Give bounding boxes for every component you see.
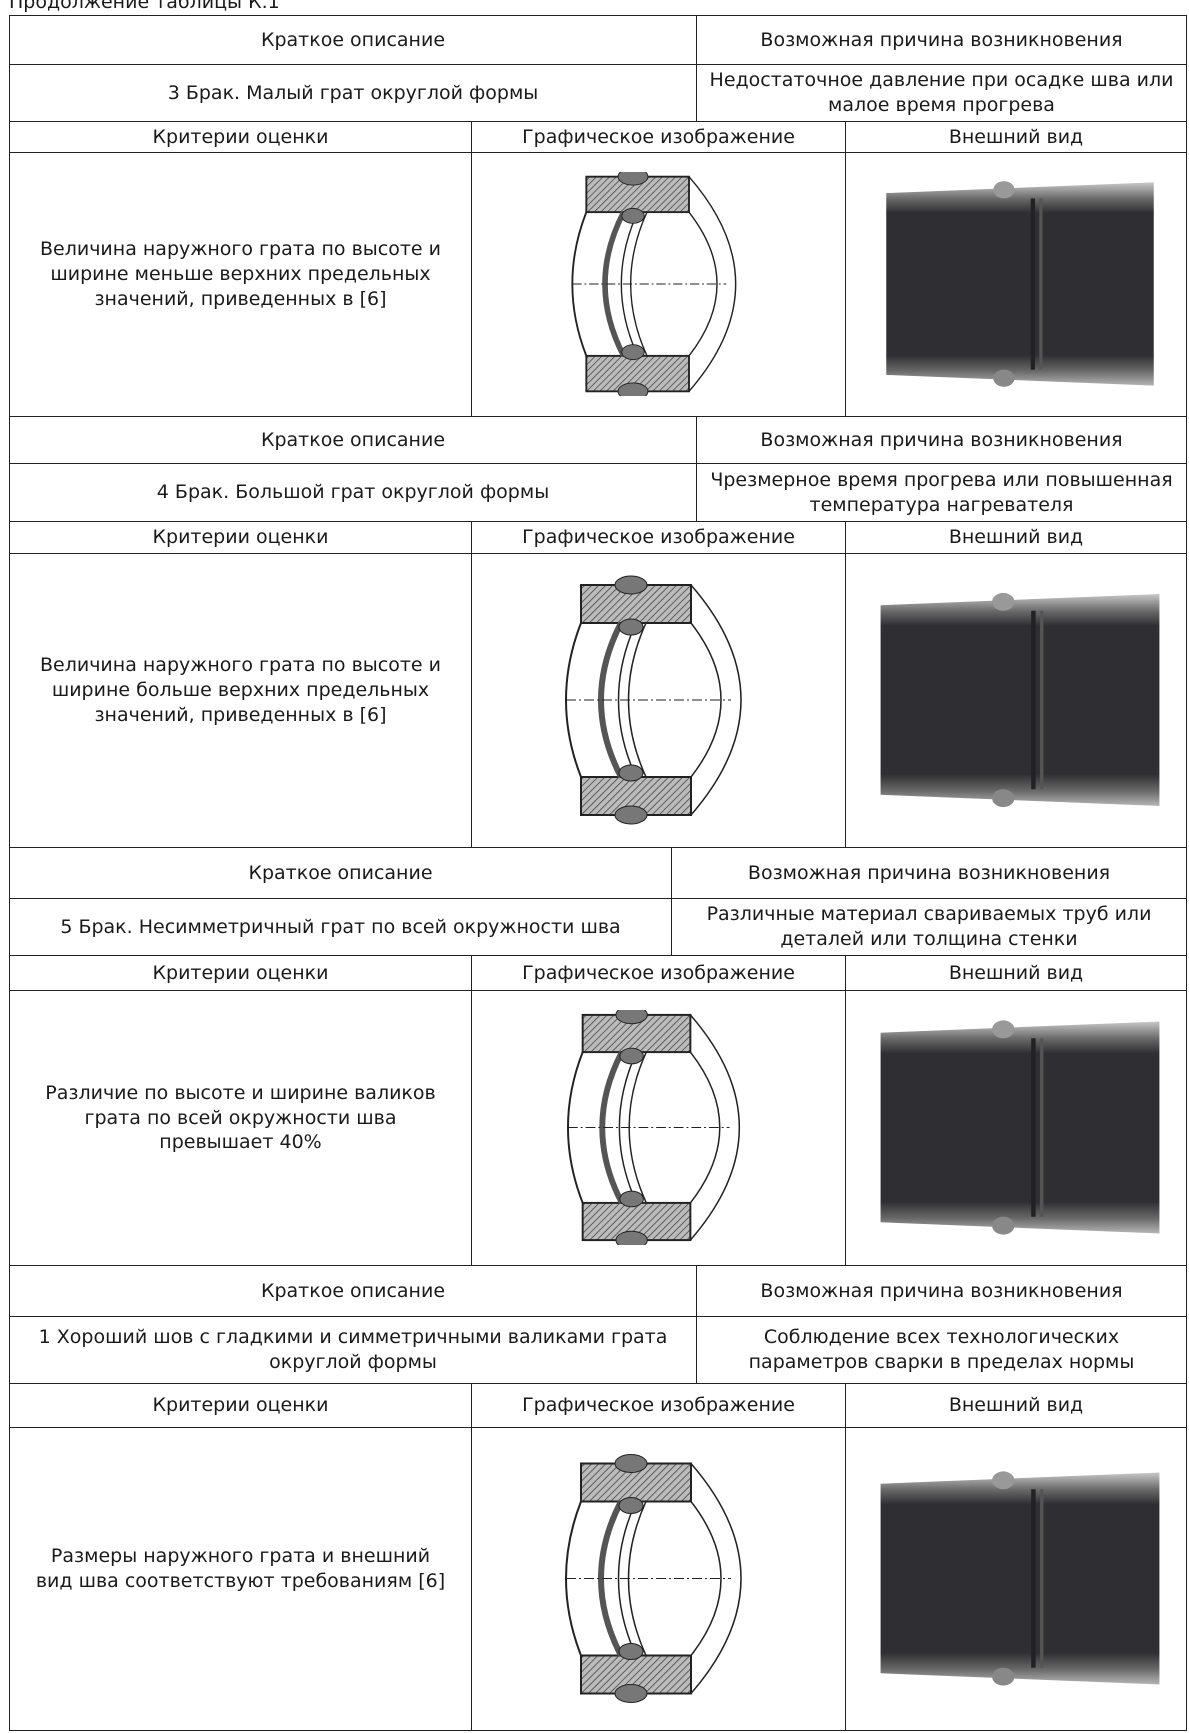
appearance-header: Внешний вид [845, 955, 1187, 991]
criteria-header-text: Критерии оценки [152, 961, 329, 984]
appearance-header: Внешний вид [845, 1383, 1187, 1428]
description-text: 4 Брак. Большой грат округлой формы [156, 481, 550, 504]
cause: Недостаточное давление при осадке шва ил… [696, 64, 1187, 122]
criteria-text: Различие по высоте и ширине валиков грат… [45, 1081, 436, 1154]
cause-header-text: Возможная причина возникновения [747, 861, 1111, 884]
criteria-text: Размеры наружного грата и внешний вид шв… [35, 1545, 446, 1592]
appearance-header-text: Внешний вид [948, 1394, 1084, 1417]
weld-photo [880, 1020, 1160, 1235]
description-text: 5 Брак. Несимметричный грат по всей окру… [60, 915, 621, 938]
short-description-header: Краткое описание [9, 1265, 697, 1317]
appearance-header-text: Внешний вид [948, 526, 1084, 549]
weld-photo [880, 592, 1160, 808]
weld-drawing [561, 573, 761, 827]
cause: Чрезмерное время прогрева или повышенная… [696, 463, 1187, 522]
criteria: Размеры наружного грата и внешний вид шв… [9, 1427, 472, 1731]
cause-header: Возможная причина возникновения [671, 847, 1187, 899]
description-text: 3 Брак. Малый грат округлой формы [167, 81, 539, 104]
criteria-header-text: Критерии оценки [152, 125, 329, 148]
appearance-header-text: Внешний вид [948, 125, 1084, 148]
weld-drawing [561, 1010, 761, 1245]
cause-header-text: Возможная причина возникновения [760, 1279, 1123, 1302]
weld-drawing [561, 1447, 761, 1710]
short-description-header: Краткое описание [9, 15, 697, 65]
criteria-text: Величина наружного грата по высоте и шир… [39, 238, 441, 310]
short-description-header-text: Краткое описание [260, 1279, 446, 1302]
graphic-header-text: Графическое изображение [522, 1394, 795, 1417]
short-description-header-text: Краткое описание [260, 28, 446, 51]
cause-header: Возможная причина возникновения [696, 15, 1187, 65]
cause-text: Недостаточное давление при осадке шва ил… [709, 69, 1174, 116]
weld-drawing [561, 172, 761, 396]
criteria: Величина наружного грата по высоте и шир… [9, 553, 472, 848]
short-description-header: Краткое описание [9, 847, 672, 899]
caption: Продолжение таблицы К.1 [9, 0, 280, 13]
weld-photo [886, 181, 1154, 387]
criteria-header: Критерии оценки [9, 521, 472, 554]
graphic-header: Графическое изображение [471, 121, 846, 153]
cause-header: Возможная причина возникновения [696, 416, 1187, 464]
criteria-header: Критерии оценки [9, 121, 472, 153]
appearance-header: Внешний вид [845, 521, 1187, 554]
cause-text: Чрезмерное время прогрева или повышенная… [710, 468, 1173, 516]
short-description-header-text: Краткое описание [260, 428, 446, 451]
description: 4 Брак. Большой грат округлой формы [9, 463, 697, 522]
appearance-header-text: Внешний вид [948, 961, 1084, 984]
cause-header: Возможная причина возникновения [696, 1265, 1187, 1317]
graphic-header: Графическое изображение [471, 521, 846, 554]
graphic-header-text: Графическое изображение [522, 125, 795, 148]
criteria-header: Критерии оценки [9, 1383, 472, 1428]
description: 1 Хороший шов с гладкими и симметричными… [9, 1316, 697, 1384]
criteria-text: Величина наружного грата по высоте и шир… [39, 654, 441, 726]
cause-header-text: Возможная причина возникновения [760, 28, 1123, 51]
criteria-header-text: Критерии оценки [152, 1394, 329, 1417]
cause-text: Различные материал свариваемых труб или … [706, 903, 1152, 950]
weld-photo [880, 1471, 1160, 1686]
description: 5 Брак. Несимметричный грат по всей окру… [9, 898, 672, 956]
appearance-header: Внешний вид [845, 121, 1187, 153]
graphic-header-text: Графическое изображение [522, 961, 795, 984]
graphic-header: Графическое изображение [471, 1383, 846, 1428]
graphic-header-text: Графическое изображение [522, 526, 795, 549]
criteria: Различие по высоте и ширине валиков грат… [9, 990, 472, 1266]
cause-text: Соблюдение всех технологических параметр… [748, 1326, 1135, 1373]
cause: Соблюдение всех технологических параметр… [696, 1316, 1187, 1384]
description-text: 1 Хороший шов с гладкими и симметричными… [38, 1326, 668, 1373]
short-description-header: Краткое описание [9, 416, 697, 464]
criteria-header: Критерии оценки [9, 955, 472, 991]
cause-header-text: Возможная причина возникновения [760, 428, 1123, 451]
criteria: Величина наружного грата по высоте и шир… [9, 152, 472, 417]
graphic-header: Графическое изображение [471, 955, 846, 991]
criteria-header-text: Критерии оценки [152, 526, 329, 549]
cause: Различные материал свариваемых труб или … [671, 898, 1187, 956]
description: 3 Брак. Малый грат округлой формы [9, 64, 697, 122]
short-description-header-text: Краткое описание [248, 861, 433, 884]
